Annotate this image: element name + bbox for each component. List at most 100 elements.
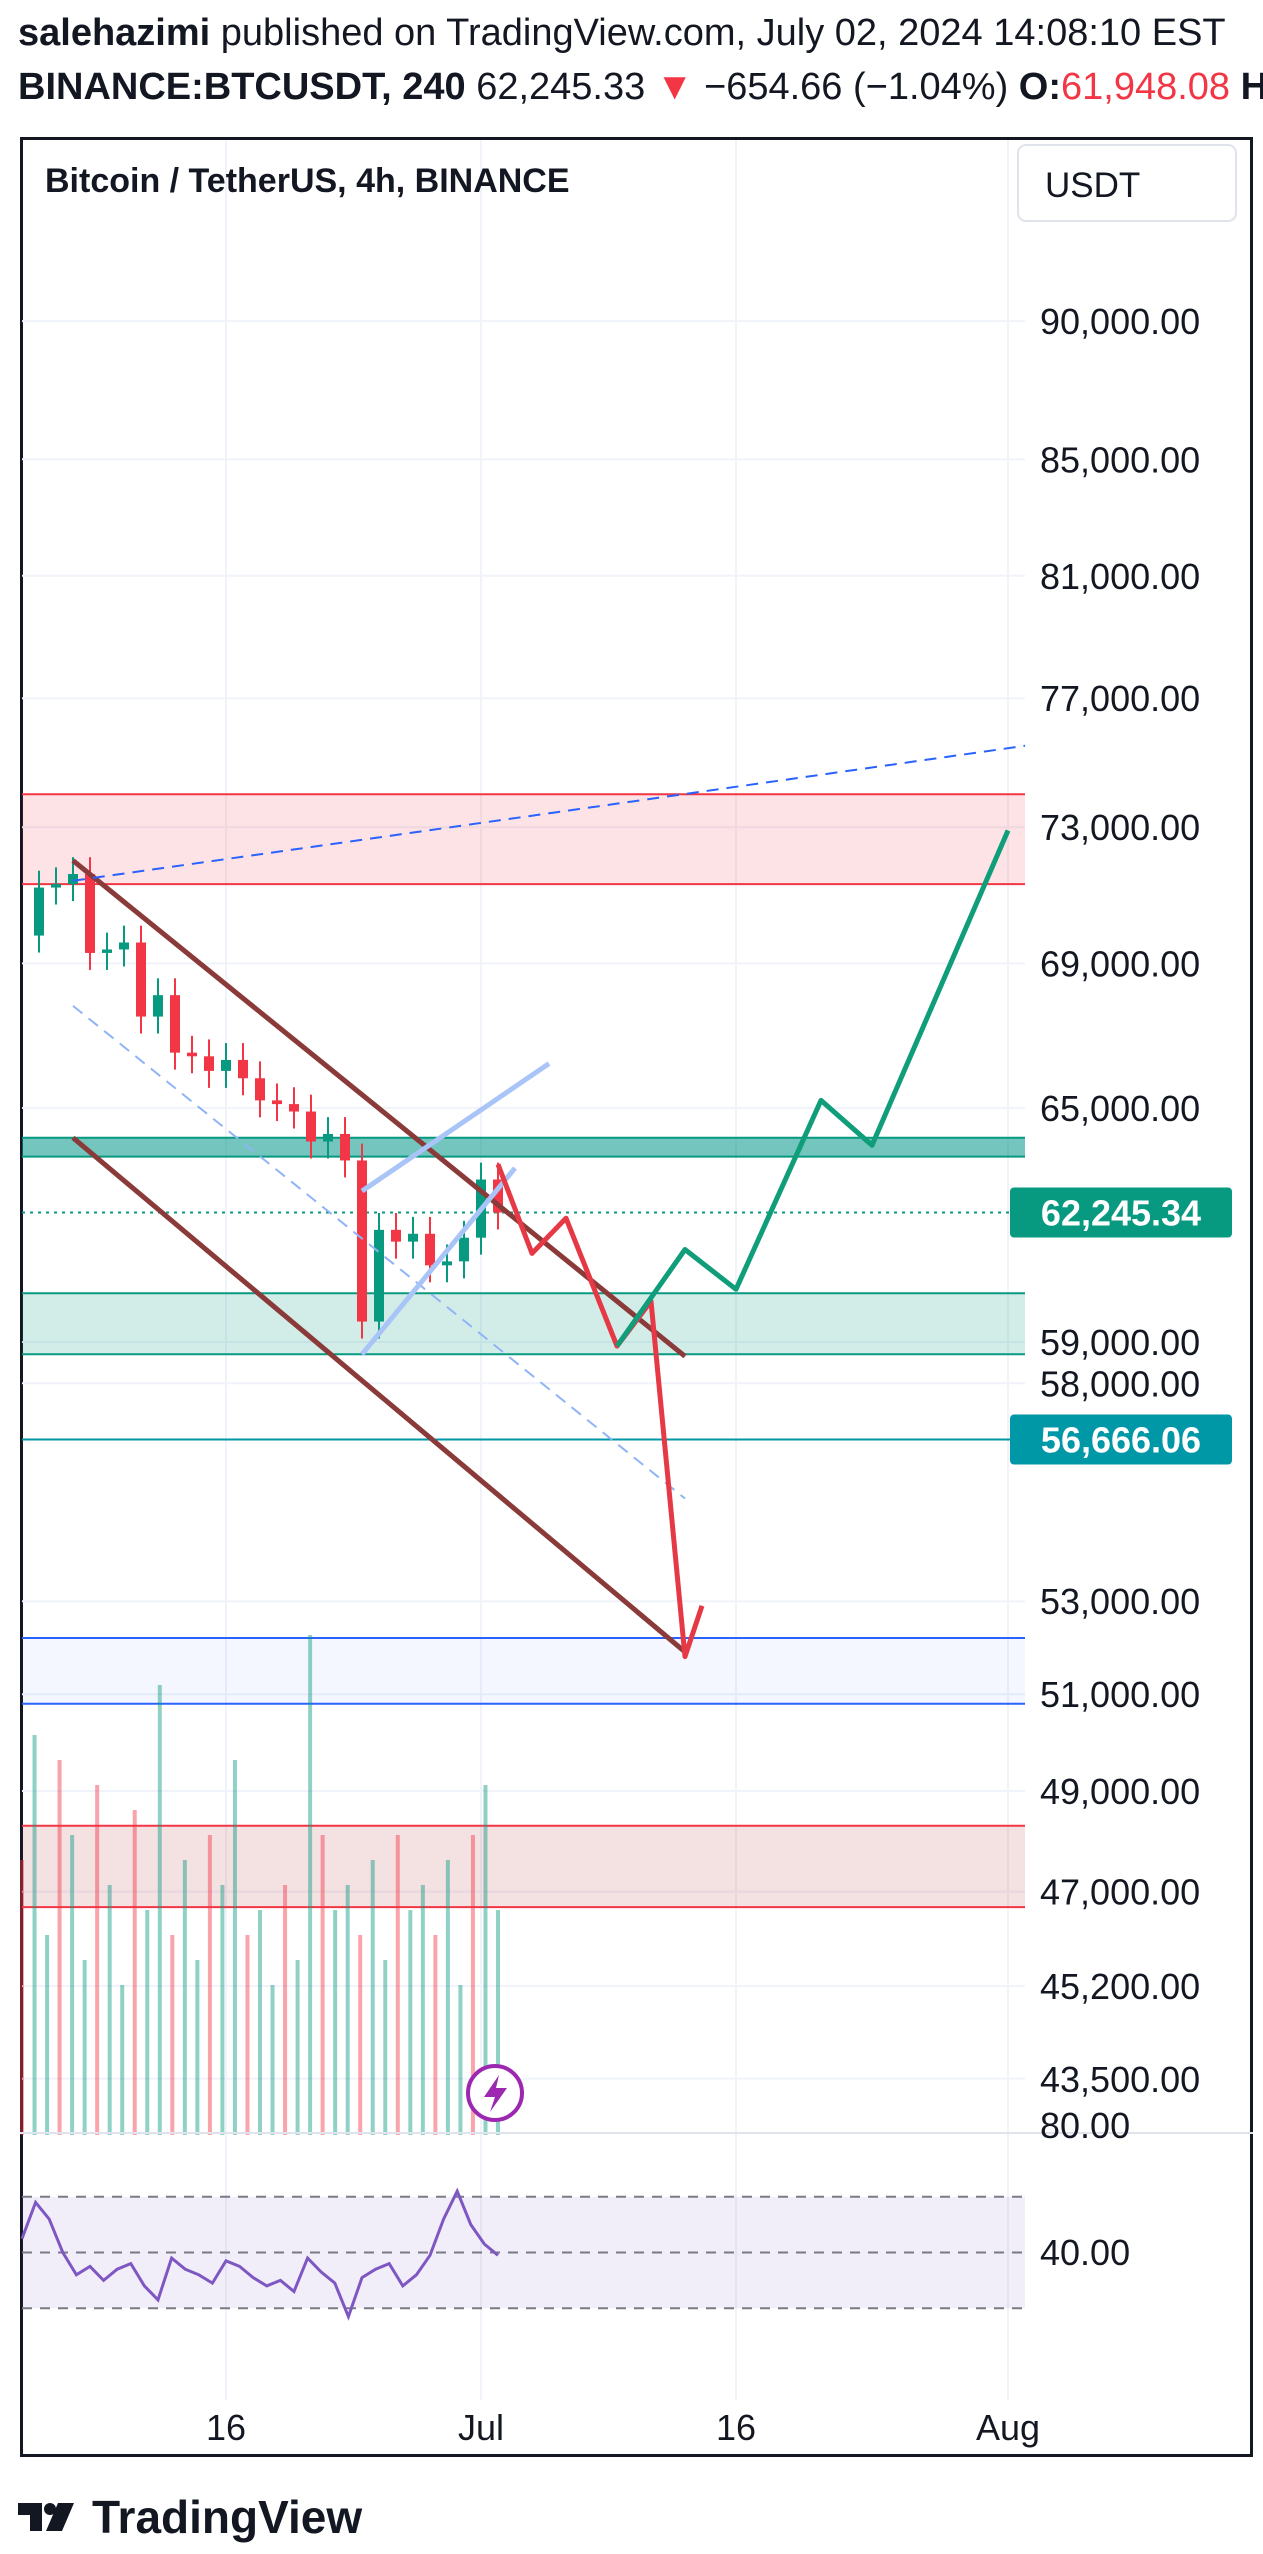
- volume-bar: [433, 1935, 438, 2135]
- down-arrow-icon: ▼: [655, 66, 694, 108]
- volume-bar: [220, 1885, 225, 2135]
- volume-bar: [445, 1860, 450, 2135]
- zone-rect: [22, 1137, 1025, 1157]
- candle-body: [272, 1100, 282, 1105]
- volume-bar: [496, 1910, 500, 2135]
- price-change: −654.66 (−1.04%): [704, 66, 1009, 108]
- x-tick-label: 16: [716, 2407, 756, 2448]
- symbol-quote-line: BINANCE:BTCUSDT, 240 62,245.33 ▼ −654.66…: [18, 66, 1263, 109]
- y-tick-label: 73,000.00: [1040, 807, 1200, 848]
- candle-body: [221, 1059, 231, 1071]
- open-label: O:: [1018, 66, 1062, 108]
- channel-line: [71, 1135, 687, 1654]
- volume-bar: [383, 1960, 388, 2135]
- volume-bar: [132, 1810, 137, 2135]
- volume-bar: [157, 1685, 162, 2135]
- candle-body: [136, 942, 146, 1017]
- candle-body: [374, 1229, 384, 1322]
- grid: [22, 140, 1025, 2400]
- candle-body: [306, 1111, 316, 1142]
- volume-bar: [245, 1935, 250, 2135]
- candle-body: [255, 1078, 265, 1101]
- published-text: published on TradingView.com, July 02, 2…: [220, 12, 1226, 54]
- candle-body: [459, 1237, 469, 1262]
- forecast-up-path: [614, 829, 1011, 1348]
- candle-body: [323, 1133, 333, 1142]
- tradingview-logo[interactable]: TradingView: [18, 2490, 362, 2544]
- chart-frame: [20, 137, 1253, 2457]
- volume-bars: [20, 1635, 500, 2135]
- author-name[interactable]: salehazimi: [18, 12, 211, 54]
- symbol-label: BINANCE:BTCUSDT, 240: [18, 66, 466, 108]
- y-tick-label: 49,000.00: [1040, 1771, 1200, 1812]
- y-tick-label: 53,000.00: [1040, 1581, 1200, 1622]
- volume-bar: [170, 1935, 175, 2135]
- tradingview-logo-icon: [18, 2503, 74, 2531]
- candle-body: [51, 884, 61, 888]
- volume-bar: [207, 1835, 212, 2135]
- zone-rect: [22, 1637, 1025, 1704]
- candle-body: [493, 1179, 503, 1213]
- x-tick-label: 16: [206, 2407, 246, 2448]
- last-price-tag-bg: [1010, 1187, 1232, 1238]
- zone-rect: [22, 1825, 1025, 1908]
- volume-bar: [57, 1760, 62, 2135]
- wedge-lower: [360, 1166, 517, 1356]
- y-tick-label: 47,000.00: [1040, 1872, 1200, 1913]
- volume-bar: [395, 1835, 400, 2135]
- alert-icon[interactable]: [466, 2064, 524, 2122]
- open-value: 61,948.08: [1061, 66, 1231, 108]
- volume-bar: [270, 1985, 275, 2135]
- level-price-tag: 56,666.06: [1041, 1420, 1201, 1461]
- volume-bar: [420, 1885, 425, 2135]
- x-tick-label: Aug: [976, 2407, 1040, 2448]
- y-tick-label: 65,000.00: [1040, 1088, 1200, 1129]
- volume-bar: [195, 1960, 200, 2135]
- publish-info: salehazimi published on TradingView.com,…: [18, 12, 1226, 55]
- candle-body: [68, 874, 78, 885]
- volume-bar: [333, 1910, 338, 2135]
- candle-body: [442, 1261, 452, 1266]
- volume-bar: [458, 1985, 463, 2135]
- drawings: [71, 744, 1026, 1660]
- brand-name: TradingView: [92, 2491, 363, 2543]
- trendline-dashed: [72, 744, 1026, 882]
- candle-body: [85, 874, 95, 953]
- x-tick-label: Jul: [458, 2407, 504, 2448]
- candle-body: [357, 1160, 367, 1322]
- candle-body: [119, 942, 129, 950]
- volume-bar: [470, 1835, 475, 2135]
- last-price-tag: 62,245.34: [1041, 1193, 1201, 1234]
- candle-body: [170, 995, 180, 1053]
- volume-bar: [20, 1860, 24, 2135]
- volume-bar: [232, 1760, 237, 2135]
- volume-bar: [345, 1885, 350, 2135]
- zone-rect: [22, 1293, 1025, 1355]
- zones: [22, 793, 1025, 1909]
- candle-body: [340, 1133, 350, 1161]
- chart-title: Bitcoin / TetherUS, 4h, BINANCE: [45, 162, 570, 200]
- y-tick-label: 69,000.00: [1040, 943, 1200, 984]
- currency-label: USDT: [1045, 166, 1140, 205]
- volume-bar: [320, 1835, 325, 2135]
- candle-body: [153, 995, 163, 1017]
- volume-bar: [483, 1785, 488, 2135]
- volume-bar: [258, 1910, 262, 2135]
- currency-button[interactable]: USDT: [1017, 144, 1237, 222]
- volume-bar: [295, 1960, 300, 2135]
- volume-bar: [120, 1985, 125, 2135]
- volume-bar: [358, 1935, 363, 2135]
- volume-bar: [32, 1735, 37, 2135]
- volume-bar: [283, 1885, 288, 2135]
- y-tick-label: 58,000.00: [1040, 1363, 1200, 1404]
- volume-bar: [95, 1785, 100, 2135]
- candle-body: [408, 1233, 418, 1242]
- y-tick-label: 85,000.00: [1040, 439, 1200, 480]
- last-price: 62,245.33: [476, 66, 646, 108]
- y-tick-label: 90,000.00: [1040, 301, 1200, 342]
- y-tick-label: 45,200.00: [1040, 1966, 1200, 2007]
- high-label: H:: [1240, 66, 1263, 108]
- volume-bar: [45, 1935, 50, 2135]
- volume-bar: [82, 1960, 87, 2135]
